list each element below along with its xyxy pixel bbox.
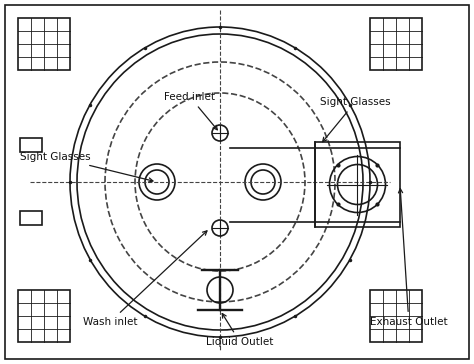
Bar bbox=[20, 211, 42, 225]
Bar bbox=[18, 18, 70, 70]
Text: Feed inlet: Feed inlet bbox=[164, 92, 217, 130]
Bar bbox=[18, 290, 70, 342]
Bar bbox=[315, 142, 400, 227]
Bar bbox=[370, 290, 422, 342]
Text: Sight Glasses: Sight Glasses bbox=[20, 152, 153, 182]
Text: Liquid Outlet: Liquid Outlet bbox=[206, 313, 273, 347]
Text: Sight Glasses: Sight Glasses bbox=[320, 97, 391, 142]
Bar bbox=[370, 18, 422, 70]
Text: Wash inlet: Wash inlet bbox=[83, 231, 207, 327]
Text: Exhaust Outlet: Exhaust Outlet bbox=[370, 189, 447, 327]
Bar bbox=[20, 138, 42, 152]
